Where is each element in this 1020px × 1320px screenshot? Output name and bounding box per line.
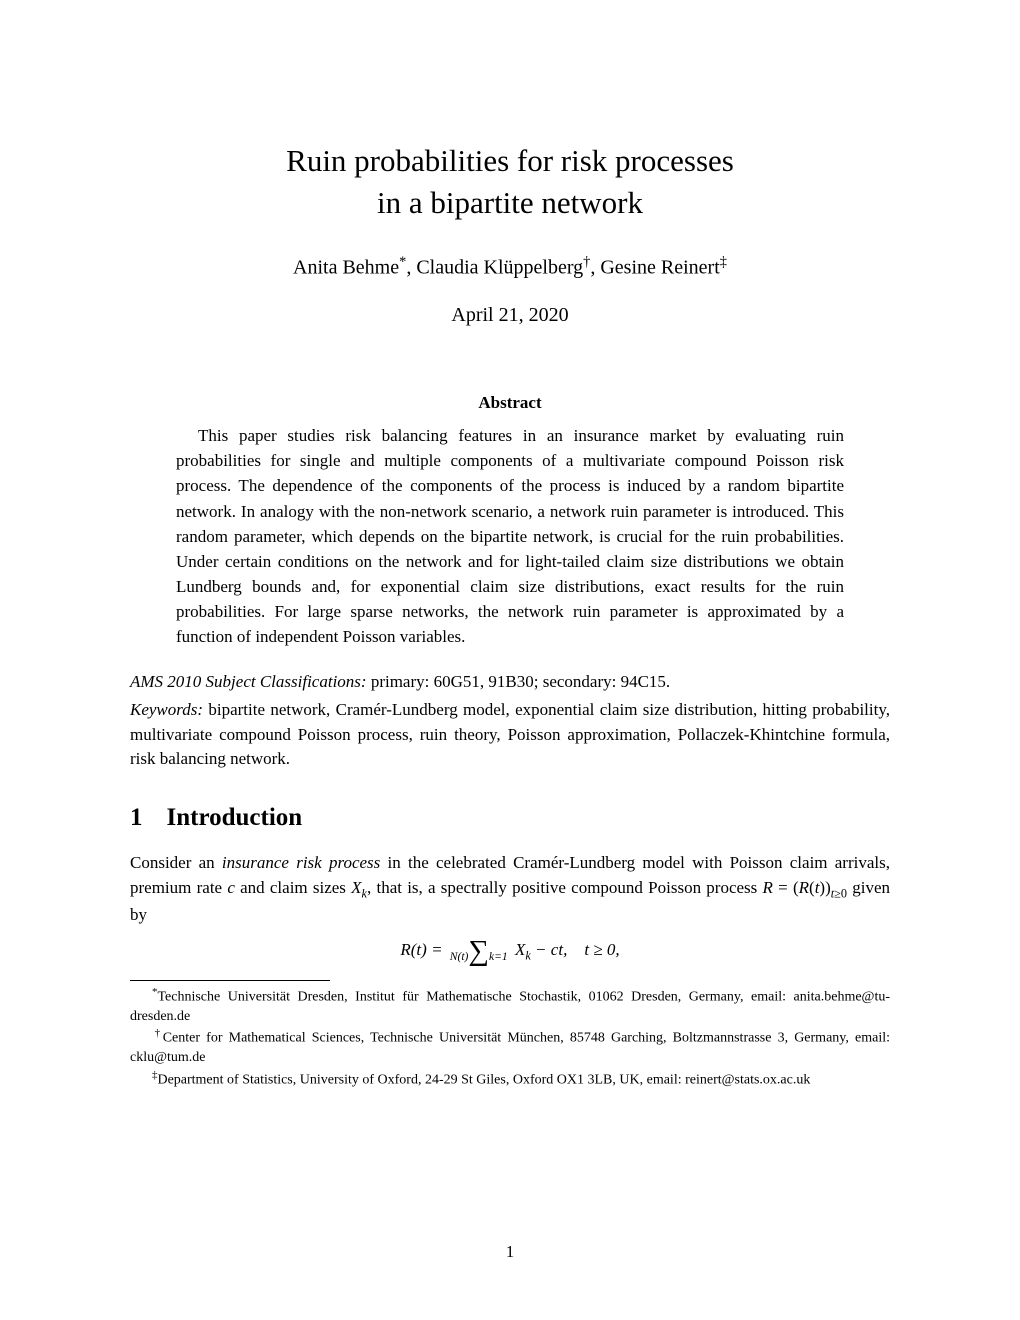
footnote-2-symbol: † bbox=[152, 1027, 163, 1039]
paper-title: Ruin probabilities for risk processes in… bbox=[130, 140, 890, 224]
paper-authors: Anita Behme*, Claudia Klüppelberg†, Gesi… bbox=[130, 252, 890, 282]
title-line-1: Ruin probabilities for risk processes bbox=[286, 143, 734, 178]
equation-1: R(t) = N(t)∑k=1 Xk − ct, t ≥ 0, bbox=[130, 938, 890, 965]
footnote-1-text: Technische Universität Dresden, Institut… bbox=[130, 990, 890, 1024]
ams-label: AMS 2010 Subject Classifications: bbox=[130, 672, 367, 691]
paper-date: April 21, 2020 bbox=[130, 301, 890, 329]
abstract-text: This paper studies risk balancing featur… bbox=[176, 426, 844, 646]
section-heading: 1 Introduction bbox=[130, 800, 890, 835]
section-title: Introduction bbox=[167, 804, 303, 831]
footnote-3-text: Department of Statistics, University of … bbox=[157, 1072, 810, 1087]
footnote-2-text: Center for Mathematical Sciences, Techni… bbox=[130, 1031, 890, 1065]
abstract-body: This paper studies risk balancing featur… bbox=[176, 423, 844, 649]
footnote-1: *Technische Universität Dresden, Institu… bbox=[130, 985, 890, 1026]
footnote-rule bbox=[130, 980, 330, 981]
keywords-label: Keywords: bbox=[130, 700, 203, 719]
ams-text: primary: 60G51, 91B30; secondary: 94C15. bbox=[367, 672, 671, 691]
paragraph-1: Consider an insurance risk process in th… bbox=[130, 851, 890, 927]
abstract-heading: Abstract bbox=[130, 391, 890, 415]
ams-classifications: AMS 2010 Subject Classifications: primar… bbox=[130, 670, 890, 695]
title-line-2: in a bipartite network bbox=[377, 185, 643, 220]
footnote-3: ‡Department of Statistics, University of… bbox=[130, 1068, 890, 1090]
page-number: 1 bbox=[0, 1240, 1020, 1264]
keywords-text: bipartite network, Cramér-Lundberg model… bbox=[130, 700, 890, 768]
keywords: Keywords: bipartite network, Cramér-Lund… bbox=[130, 698, 890, 772]
paper-page: Ruin probabilities for risk processes in… bbox=[0, 0, 1020, 1320]
footnotes: *Technische Universität Dresden, Institu… bbox=[130, 985, 890, 1090]
section-number: 1 bbox=[130, 800, 143, 835]
footnote-2: †Center for Mathematical Sciences, Techn… bbox=[130, 1026, 890, 1067]
